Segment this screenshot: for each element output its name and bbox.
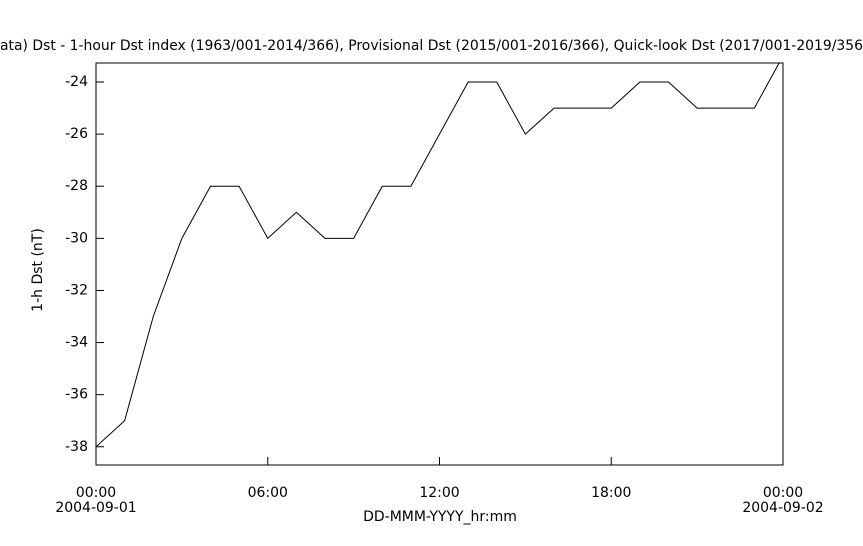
y-tick-label: -38 (65, 439, 88, 455)
y-tick-label: -24 (65, 74, 88, 90)
y-tick-label: -28 (65, 178, 88, 194)
data-line (96, 63, 780, 448)
x-date-label: 2004-09-02 (742, 500, 823, 516)
x-tick-label: 12:00 (419, 485, 459, 501)
x-date-label: 2004-09-01 (55, 500, 136, 516)
y-axis-label: 1-h Dst (nT) (30, 228, 46, 312)
y-tick-label: -32 (65, 282, 88, 298)
y-tick-label: -30 (65, 230, 88, 246)
x-tick-label: 00:00 (76, 485, 116, 501)
y-tick-label: -34 (65, 335, 88, 351)
chart-title: ata) Dst - 1-hour Dst index (1963/001-20… (0, 38, 863, 54)
x-tick-label: 00:00 (763, 485, 803, 501)
x-tick-label: 06:00 (248, 485, 288, 501)
y-tick-label: -36 (65, 387, 88, 403)
x-axis-label: DD-MMM-YYYY_hr:mm (363, 509, 517, 525)
y-tick-label: -26 (65, 126, 88, 142)
plot-frame (95, 62, 784, 466)
x-tick-label: 18:00 (591, 485, 631, 501)
